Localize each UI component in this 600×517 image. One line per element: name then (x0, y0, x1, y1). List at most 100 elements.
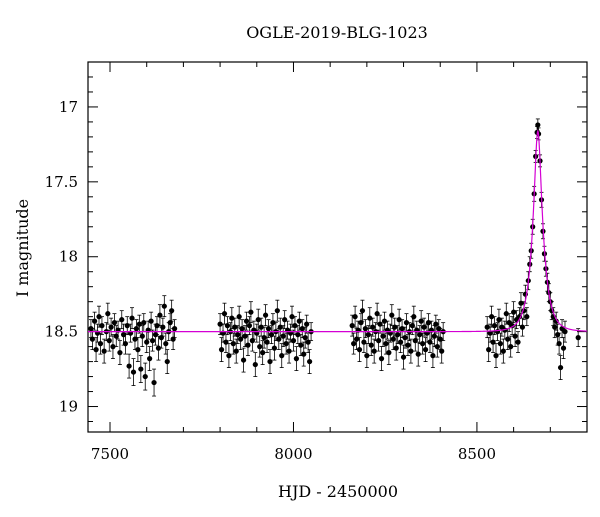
data-point (224, 323, 231, 329)
data-point (141, 320, 147, 326)
data-point (301, 351, 307, 357)
data-point (169, 308, 175, 314)
data-point (412, 338, 418, 344)
data-point (421, 324, 427, 330)
data-point (439, 348, 445, 354)
data-point (575, 335, 581, 341)
data-point (108, 324, 114, 330)
data-point (497, 341, 504, 347)
data-point (370, 324, 376, 330)
x-tick-label: 8500 (458, 445, 496, 463)
data-point (395, 332, 401, 338)
data-point (88, 326, 94, 332)
data-point (243, 318, 250, 324)
data-point (409, 323, 415, 329)
data-point (126, 363, 132, 369)
data-point (417, 332, 423, 338)
data-point (138, 366, 144, 372)
data-point (356, 347, 363, 353)
data-point (129, 315, 135, 321)
data-point (400, 354, 407, 360)
data-point (261, 335, 267, 341)
data-point (249, 338, 255, 344)
data-point (271, 345, 277, 351)
data-point (555, 332, 561, 338)
data-point (305, 339, 311, 345)
data-point (262, 312, 269, 318)
data-point (93, 347, 99, 353)
data-point (524, 314, 530, 320)
data-point (493, 353, 499, 359)
data-point (152, 332, 159, 338)
data-point (282, 317, 288, 323)
data-point (96, 314, 102, 320)
data-point (170, 336, 176, 342)
data-point (375, 338, 382, 344)
data-point (518, 300, 524, 306)
data-point (148, 318, 154, 324)
data-point (293, 355, 300, 362)
data-points (88, 122, 581, 386)
data-point (161, 303, 167, 309)
data-point (236, 314, 242, 320)
data-point (398, 339, 404, 345)
data-point (157, 312, 163, 318)
data-point (299, 326, 305, 332)
data-point (560, 345, 567, 351)
data-point (124, 323, 130, 329)
data-point (298, 342, 304, 348)
data-point (364, 353, 370, 359)
data-point (144, 339, 150, 345)
data-point (163, 341, 169, 347)
data-point (515, 339, 521, 345)
data-point (377, 321, 383, 327)
data-point (230, 341, 236, 347)
data-point (142, 373, 148, 380)
data-point (122, 341, 129, 347)
data-point (358, 320, 364, 326)
data-point (381, 318, 388, 324)
data-point (411, 314, 417, 320)
model-curve-line (88, 129, 588, 333)
y-tick-label: 17.5 (45, 173, 78, 191)
data-point (491, 323, 498, 329)
data-point (160, 324, 166, 330)
y-tick-label: 18.5 (45, 323, 78, 341)
data-point (553, 318, 559, 324)
data-point (556, 341, 562, 347)
data-point (279, 353, 285, 359)
data-point (304, 321, 310, 327)
x-tick-label: 8000 (274, 445, 312, 463)
data-point (139, 333, 145, 339)
y-tick-label: 17 (59, 98, 78, 116)
data-point (221, 311, 228, 317)
y-axis-label: I magnitude (13, 199, 32, 297)
tick-labels: 7500 8000 8500 17 17.5 18 18.5 19 (45, 98, 496, 463)
data-point (135, 347, 141, 353)
data-point (89, 336, 96, 342)
data-point (223, 339, 229, 345)
data-point (136, 321, 142, 327)
data-point (487, 330, 493, 336)
data-point (274, 308, 280, 314)
data-point (422, 347, 429, 353)
x-axis-label: HJD - 2450000 (278, 482, 398, 501)
data-point (120, 332, 127, 338)
data-point (390, 336, 396, 342)
data-point (437, 336, 443, 342)
data-point (496, 317, 502, 323)
data-point (267, 358, 273, 365)
data-point (535, 122, 541, 128)
data-point (276, 336, 282, 342)
data-point (277, 324, 283, 330)
data-point (164, 358, 170, 365)
data-point (235, 332, 241, 338)
data-point (389, 312, 395, 318)
data-point (351, 341, 357, 347)
data-point (233, 348, 239, 354)
data-point (226, 353, 232, 359)
data-point (248, 309, 254, 315)
data-point (257, 344, 263, 350)
